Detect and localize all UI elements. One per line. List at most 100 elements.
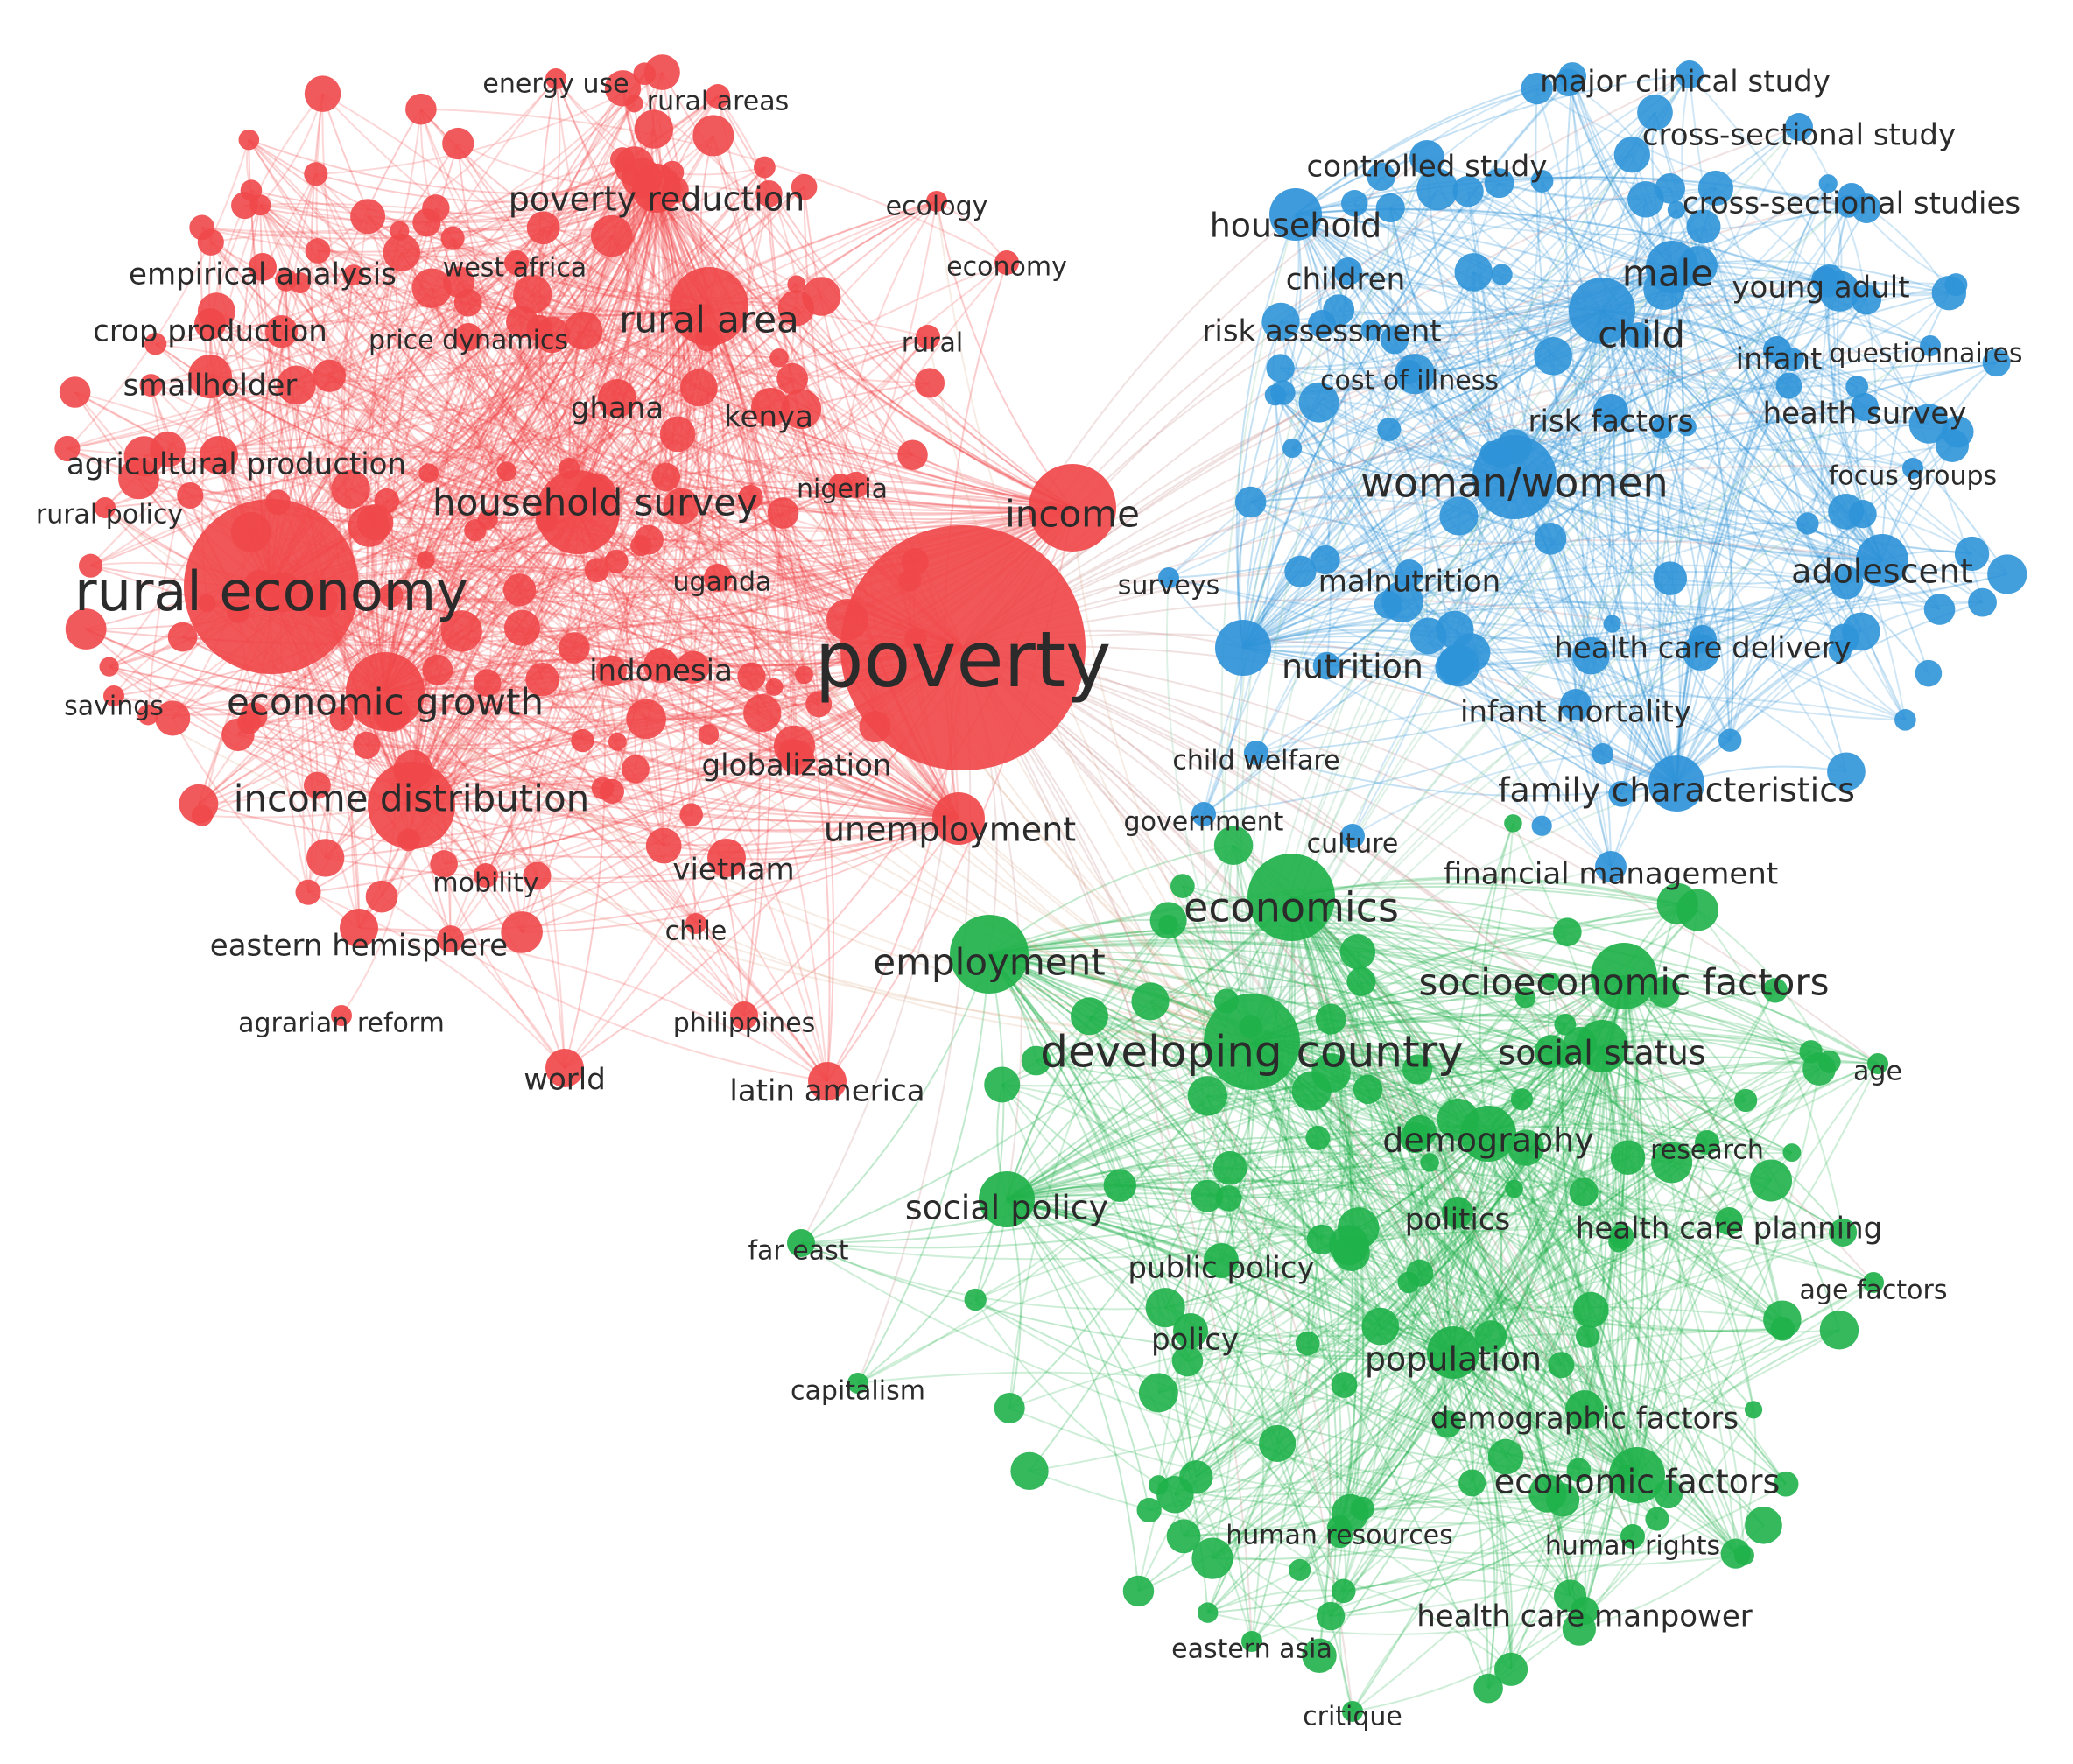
edge [1089,1015,1737,1555]
edge [210,242,579,513]
edge [1212,989,1776,1559]
label-adolescent: adolescent [1791,552,1973,591]
edge [151,384,636,770]
edge [487,518,584,741]
edge [341,187,657,720]
edge [1207,1589,1344,1614]
label-risk-assessment: risk assessment [1202,314,1441,349]
node-population [1427,1326,1479,1379]
edge [633,165,910,581]
edge [1220,896,1293,1262]
green-cluster-node [1744,1401,1763,1419]
edge [1212,1045,1603,1559]
label-children: children [1286,263,1405,298]
edge [1181,885,1454,1353]
edge [1567,81,1673,268]
label-unemployment: unemployment [824,811,1076,849]
edge [1251,638,1704,1043]
red-cluster-node [630,535,652,557]
node-agrarian-reform [331,1005,352,1026]
edge [857,1371,1579,1472]
edge [1311,1090,1381,1327]
edge [1408,1045,1603,1283]
edge [1006,1198,1345,1592]
edge [1006,1000,1227,1200]
edge [487,518,959,819]
edge [209,323,796,747]
edge [1339,266,1673,316]
red-cluster-node [440,226,465,250]
green-cluster-node [1021,1045,1051,1076]
label-ghana: ghana [571,391,664,426]
red-cluster-node [677,650,710,684]
green-cluster-node [1179,1460,1213,1494]
blue-cluster-node [1718,728,1742,752]
green-cluster-node [1136,1497,1162,1523]
labeled-nodes [95,60,1941,1722]
green-cluster-node [1473,1673,1503,1704]
edge [1610,445,1953,868]
edge [431,287,848,621]
label-risk-factors: risk factors [1528,404,1694,439]
edge [259,204,1073,509]
edge [1295,74,1690,215]
red-cluster-node [365,880,398,913]
edge [1318,401,1883,561]
edge [458,282,613,792]
edge [250,187,657,215]
blue-cluster-node [1439,496,1479,536]
edge [1006,924,1170,1200]
node-child-welfare [1244,741,1268,765]
node-young-adult [1811,266,1839,294]
edge [1514,292,1950,448]
edge [1734,1409,1757,1555]
edge [67,447,828,1082]
edge [467,336,570,469]
edge [1601,1045,1844,1233]
label-philippines: philippines [673,1009,816,1039]
edge [1542,1191,1585,1494]
edge [400,251,959,819]
green-cluster-node [1197,1602,1219,1623]
node-politics [1442,1197,1473,1228]
edge [1190,1231,1844,1338]
edge [1452,1352,1765,1527]
edge [1184,1329,1840,1537]
edge [1291,271,1349,449]
edge [218,306,710,456]
red-cluster-node [437,925,465,953]
edge [1541,559,1883,827]
node-smallholder [188,355,232,398]
node-rural-areas [706,84,730,109]
edge [988,945,1566,1026]
edge [538,327,959,819]
edge [1242,81,1570,649]
edge [248,187,657,724]
node-ghana [598,379,636,418]
edge [411,357,780,806]
edge [1686,279,1830,428]
edge [1164,1306,1638,1476]
edge [280,158,623,333]
edge [1035,1059,1492,1338]
edge [1137,975,1625,1592]
edge [1157,1018,1332,1486]
node-children [1334,257,1362,285]
blue-cluster-node [1775,372,1802,399]
edge [1567,81,1673,268]
edge [988,953,1787,1485]
edge [974,1299,1176,1496]
edge [1601,310,1907,720]
node-latin-america [808,1062,847,1100]
node-family-characteristics [1648,755,1704,812]
edge [1452,1068,1820,1353]
edge [85,628,386,693]
edge [487,306,710,521]
edge [428,330,585,474]
edge [1339,1534,1634,1555]
edge [1352,753,1603,837]
edge [1729,292,1950,741]
edge [1242,647,1677,784]
edge [1590,1100,1746,1311]
edge [743,818,959,1016]
